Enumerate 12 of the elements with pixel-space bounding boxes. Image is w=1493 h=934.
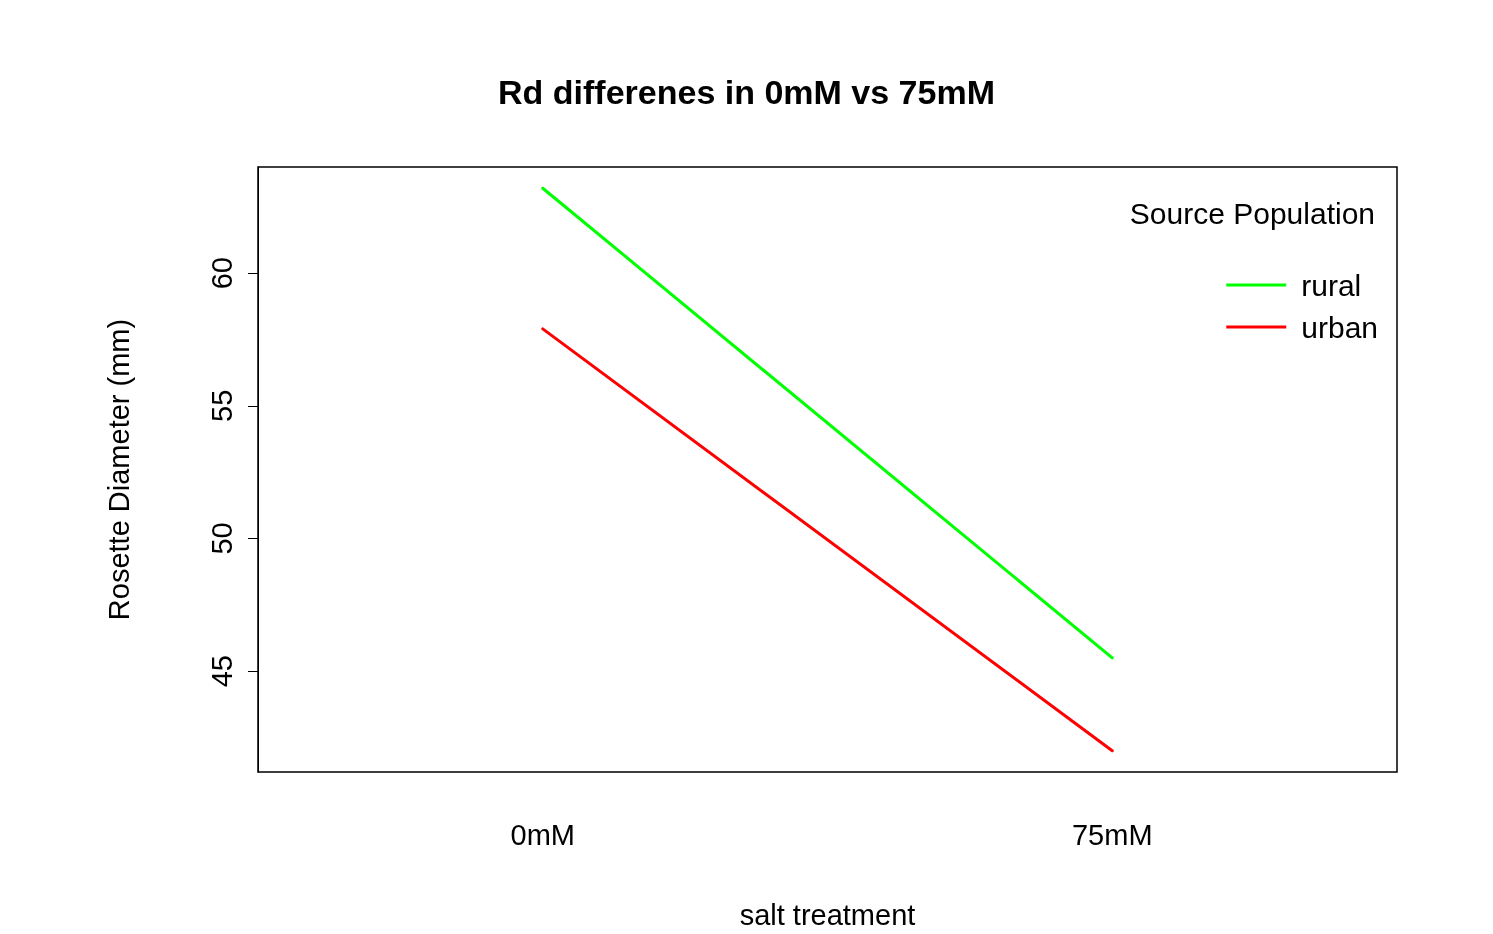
legend-label: urban — [1301, 310, 1379, 344]
y-axis-title: Rosette Diameter (mm) — [102, 318, 135, 621]
y-tick-label: 60 — [205, 257, 238, 290]
x-tick-label: 75mM — [1071, 818, 1153, 851]
legend-title: Source Population — [1129, 196, 1375, 230]
chart-title: Rd differenes in 0mM vs 75mM — [498, 73, 995, 111]
x-tick-label: 0mM — [510, 818, 575, 851]
y-tick-label: 55 — [205, 389, 238, 422]
y-tick-label: 45 — [205, 655, 238, 688]
y-tick-label: 50 — [205, 522, 238, 555]
legend-label: rural — [1301, 268, 1362, 302]
x-axis-title: salt treatment — [739, 898, 916, 931]
